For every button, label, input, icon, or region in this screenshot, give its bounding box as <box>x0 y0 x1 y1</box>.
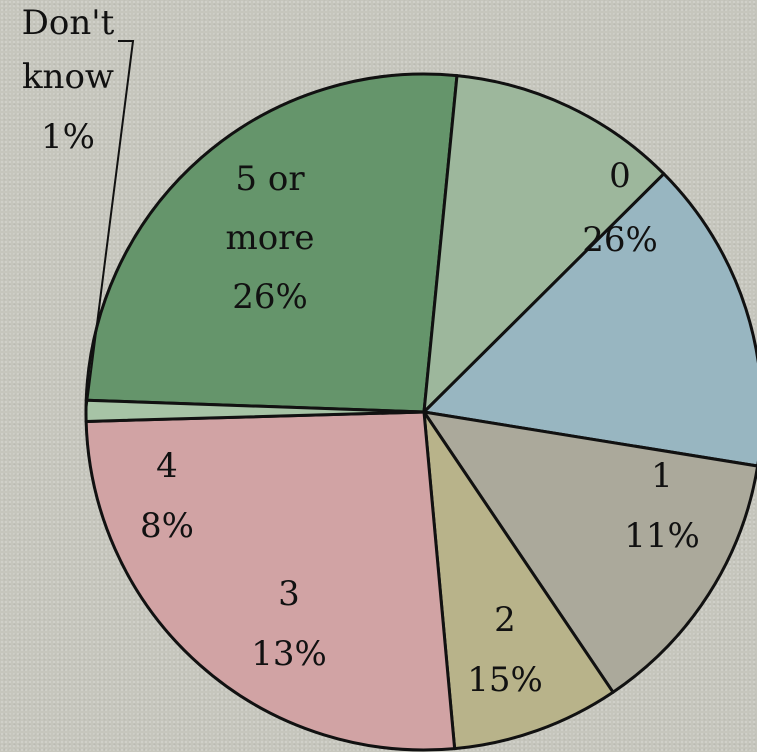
pie-slice-1 <box>422 74 666 414</box>
pie-slice-4 <box>422 410 615 751</box>
leader-lines <box>85 40 135 411</box>
slice-label-5-or-more: 5 or more 26% <box>225 159 314 317</box>
slice-label-don-t-know: Don't know 1% <box>22 3 115 157</box>
pie-slice-5-or-more <box>84 410 457 752</box>
slice-label-3: 3 13% <box>251 574 327 674</box>
pie-slice-2 <box>422 172 757 468</box>
slice-label-0: 0 26% <box>582 156 658 260</box>
pie-slices <box>84 72 757 752</box>
slice-label-1: 1 11% <box>624 456 700 556</box>
pie-slice-don-t-know <box>84 398 426 423</box>
slice-labels: 0 26% 1 11% 2 15% 3 13% 4 8% 5 or more 26% Don't know 1… <box>22 3 700 700</box>
leader-line-dont-know <box>85 40 135 411</box>
slice-label-4: 4 8% <box>140 446 194 546</box>
slice-label-2: 2 15% <box>467 600 543 700</box>
pie-slice-3 <box>422 410 757 694</box>
